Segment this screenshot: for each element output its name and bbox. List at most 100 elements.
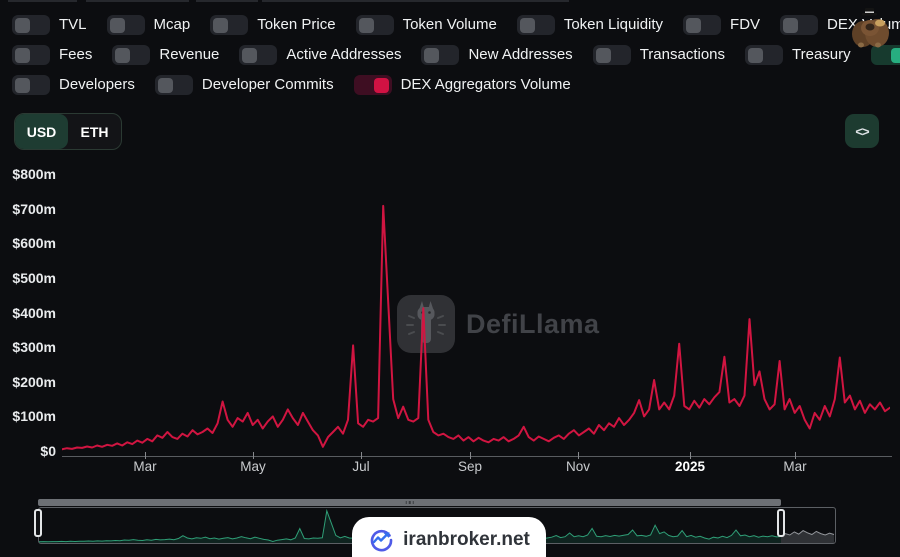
toggle-knob (157, 77, 173, 93)
toggle-switch[interactable] (745, 45, 783, 65)
metric-toggle-developers[interactable]: Developers (12, 74, 135, 96)
metric-label: DEX Aggregators Volume (400, 76, 571, 93)
defillama-logo-icon (397, 295, 455, 353)
toggle-knob (519, 17, 535, 33)
toggle-row-2: Fees Revenue Active Addresses New Addres… (12, 44, 900, 66)
toggle-knob (424, 47, 440, 63)
currency-toggle: USD ETH (14, 113, 122, 150)
metric-toggle-mcap[interactable]: Mcap (106, 14, 191, 36)
badge-text: iranbroker.net (403, 528, 530, 550)
metric-label: Token Price (257, 16, 336, 33)
scrollbar-grip-icon[interactable] (405, 501, 414, 504)
metric-toggle-events[interactable]: Events (870, 44, 900, 66)
brush-handle-left[interactable] (34, 509, 42, 537)
toggle-switch[interactable] (154, 75, 193, 95)
y-axis-label: $200m (12, 374, 56, 390)
top-remnant-strip (86, 0, 189, 2)
toggle-knob (115, 47, 131, 63)
metric-label: Mcap (153, 16, 191, 33)
x-axis-label: Sep (457, 459, 483, 474)
llama-mascot-icon (852, 8, 889, 48)
top-remnant-strip (262, 0, 569, 2)
metric-toggle-token-liquidity[interactable]: Token Liquidity (516, 14, 664, 36)
metric-label: Active Addresses (286, 46, 402, 63)
metric-toggle-new-addresses[interactable]: New Addresses (421, 44, 573, 66)
x-axis-label: May (240, 459, 266, 474)
y-axis-label: $500m (12, 270, 56, 286)
currency-option-eth[interactable]: ETH (80, 123, 109, 140)
metric-label: Transactions (639, 46, 725, 63)
brush-handle-right[interactable] (777, 509, 785, 537)
toggle-switch[interactable] (421, 45, 460, 65)
metric-toggle-tvl[interactable]: TVL (12, 14, 87, 36)
code-brackets-icon: <> (855, 123, 869, 139)
toggle-knob (373, 77, 389, 93)
chart-scrollbar[interactable] (38, 499, 781, 506)
y-axis-label: $800m (12, 166, 56, 182)
top-remnant-strip (8, 0, 77, 2)
toggle-switch[interactable] (239, 45, 278, 65)
toggle-switch[interactable] (112, 45, 151, 65)
toggle-switch[interactable] (516, 15, 555, 35)
dex-aggregators-volume-line-chart[interactable] (62, 165, 890, 456)
metric-toggle-fdv[interactable]: FDV (683, 14, 760, 36)
toggle-switch[interactable] (683, 15, 722, 35)
metric-toggle-token-volume[interactable]: Token Volume (355, 14, 497, 36)
metric-label: Token Liquidity (563, 16, 664, 33)
x-axis-label: Mar (783, 459, 807, 474)
metric-toggle-treasury[interactable]: Treasury (745, 44, 851, 66)
x-axis-label: 2025 (674, 459, 706, 474)
toggle-knob (109, 17, 125, 33)
metric-toggle-active-addresses[interactable]: Active Addresses (239, 44, 401, 66)
iranbroker-logo-icon (370, 529, 393, 551)
toggle-switch[interactable] (12, 15, 50, 35)
toggle-switch[interactable] (12, 75, 50, 95)
toggle-knob (358, 17, 374, 33)
metric-toggle-token-price[interactable]: Token Price (210, 14, 336, 36)
metric-label: Developers (59, 76, 135, 93)
axis-tick (690, 452, 691, 459)
metric-label: New Addresses (468, 46, 573, 63)
toggle-switch[interactable] (592, 45, 631, 65)
toggle-knob (15, 47, 30, 63)
y-axis-label: $300m (12, 339, 56, 355)
metric-toggle-revenue[interactable]: Revenue (112, 44, 219, 66)
metric-toggle-fees[interactable]: Fees (12, 44, 92, 66)
toggle-knob (15, 17, 30, 33)
metric-toggle-dex-aggregators-volume[interactable]: DEX Aggregators Volume (353, 74, 571, 96)
defillama-watermark: DefiLlama (397, 295, 600, 353)
metric-toggle-rows: TVL Mcap Token Price Token Volume Token … (12, 14, 900, 104)
toggle-knob (213, 17, 229, 33)
toggle-switch[interactable] (353, 75, 392, 95)
toggle-switch[interactable] (12, 45, 50, 65)
toggle-row-3: Developers Developer Commits DEX Aggrega… (12, 74, 832, 96)
toggle-switch[interactable] (106, 15, 145, 35)
toggle-knob (242, 47, 258, 63)
toggle-row-1: TVL Mcap Token Price Token Volume Token … (12, 14, 900, 36)
currency-option-usd[interactable]: USD (15, 114, 68, 149)
metric-toggle-transactions[interactable]: Transactions (592, 44, 725, 66)
axis-tick (795, 452, 796, 459)
metric-label: Token Volume (402, 16, 497, 33)
toggle-switch[interactable] (870, 45, 900, 65)
axis-tick (361, 452, 362, 459)
axis-tick (470, 452, 471, 459)
y-axis-label: $0 (40, 443, 56, 459)
toggle-switch[interactable] (355, 15, 394, 35)
iranbroker-badge[interactable]: iranbroker.net (352, 517, 546, 557)
y-axis-label: $700m (12, 201, 56, 217)
toggle-knob (686, 17, 702, 33)
axis-tick (145, 452, 146, 459)
x-axis-label: Nov (565, 459, 590, 474)
top-remnant-strip (196, 0, 258, 2)
metric-label: Revenue (159, 46, 220, 63)
toggle-switch[interactable] (210, 15, 249, 35)
toggle-switch[interactable] (780, 15, 819, 35)
embed-code-button[interactable]: <> (845, 114, 879, 148)
metric-label: Developer Commits (201, 76, 334, 93)
metric-toggle-developer-commits[interactable]: Developer Commits (154, 74, 334, 96)
axis-tick (578, 452, 579, 459)
x-axis-label: Mar (133, 459, 157, 474)
toggle-knob (15, 77, 30, 93)
llama-mascot-avatar (847, 6, 893, 52)
